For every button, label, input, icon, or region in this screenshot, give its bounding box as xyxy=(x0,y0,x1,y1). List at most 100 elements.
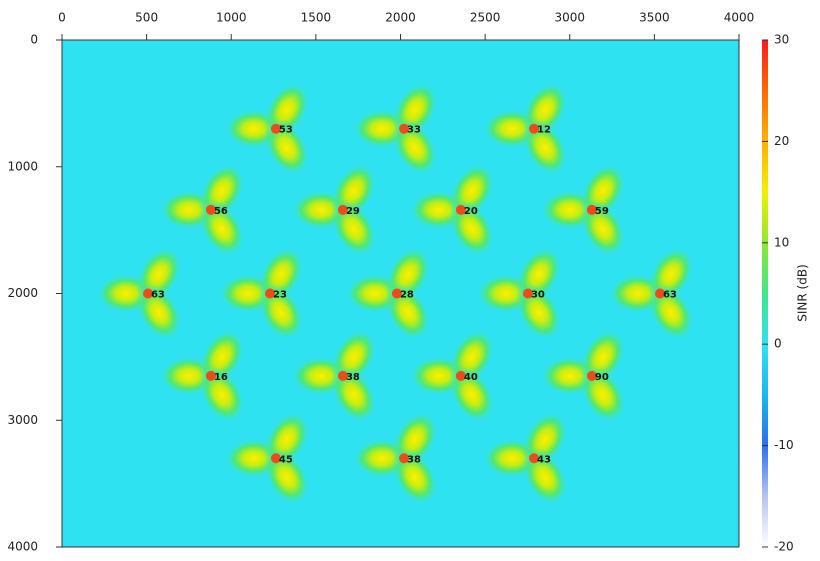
x-tick-label: 3500 xyxy=(639,11,670,25)
site-label: 40 xyxy=(464,372,478,383)
site-coverage xyxy=(539,162,626,257)
site-label: 63 xyxy=(663,290,677,301)
site-core xyxy=(586,370,597,381)
x-tick-label: 0 xyxy=(58,11,66,25)
sector-lobe xyxy=(136,284,182,341)
sector-lobe xyxy=(258,284,304,341)
site-coverage xyxy=(158,162,245,257)
site-coverage xyxy=(408,328,495,423)
colorbar-tick-label: 20 xyxy=(774,134,789,148)
colorbar-label: SINR (dB) xyxy=(796,264,810,322)
site-core xyxy=(399,453,410,464)
site-core xyxy=(455,370,466,381)
site-coverage xyxy=(95,246,182,341)
site-core xyxy=(265,288,276,299)
sector-lobe xyxy=(648,284,694,341)
x-tick-label: 500 xyxy=(135,11,158,25)
y-tick-label: 2000 xyxy=(7,286,38,300)
site-core xyxy=(529,123,540,134)
colorbar-tick-label: -20 xyxy=(774,540,794,554)
sector-lobe xyxy=(331,367,377,423)
colorbar-tick-label: -10 xyxy=(774,438,794,452)
site-label: 56 xyxy=(214,206,228,217)
site-coverage xyxy=(218,246,304,341)
x-tick-label: 1500 xyxy=(301,11,332,25)
site-label: 16 xyxy=(214,372,228,383)
x-tick-label: 3000 xyxy=(554,11,585,25)
site-core xyxy=(142,288,153,299)
site-core xyxy=(529,453,540,464)
site-coverage xyxy=(352,411,438,506)
colorbar-tick-label: 10 xyxy=(774,235,789,249)
site-label: 30 xyxy=(531,290,545,301)
site-label: 38 xyxy=(346,372,360,383)
site-label: 53 xyxy=(279,125,293,136)
site-core xyxy=(391,288,402,299)
sector-lobe xyxy=(522,119,568,176)
site-coverage xyxy=(158,328,245,423)
colorbar xyxy=(762,40,768,547)
sector-lobe xyxy=(392,449,438,506)
site-core xyxy=(270,123,281,134)
site-core xyxy=(205,370,216,381)
site-label: 43 xyxy=(537,454,551,465)
site-coverage xyxy=(344,246,431,341)
site-coverage xyxy=(290,328,377,423)
sector-lobe xyxy=(449,201,495,257)
sector-lobe xyxy=(580,367,626,423)
y-tick-label: 3000 xyxy=(7,413,38,427)
sector-lobe xyxy=(392,119,438,176)
site-core xyxy=(399,123,410,134)
site-core xyxy=(455,204,466,215)
sector-lobe xyxy=(580,201,626,257)
site-coverage xyxy=(223,81,310,176)
site-coverage xyxy=(223,411,310,506)
site-core xyxy=(654,288,665,299)
colorbar-tick-label: 0 xyxy=(774,337,782,351)
site-core xyxy=(205,204,216,215)
site-coverage xyxy=(408,162,495,257)
colorbar-tick-label: 30 xyxy=(774,33,789,47)
sector-lobe xyxy=(199,367,245,423)
site-core xyxy=(586,204,597,215)
y-tick-label: 4000 xyxy=(7,540,38,554)
site-label: 90 xyxy=(595,372,609,383)
y-tick-label: 1000 xyxy=(7,159,38,173)
site-coverage xyxy=(539,328,626,423)
site-core xyxy=(270,453,281,464)
y-tick-label: 0 xyxy=(30,33,38,47)
sector-lobe xyxy=(331,201,377,257)
sector-lobe xyxy=(264,449,310,506)
site-label: 38 xyxy=(407,454,421,465)
site-coverage xyxy=(607,246,694,341)
sector-lobe xyxy=(516,284,562,341)
site-core xyxy=(337,204,348,215)
sector-lobe xyxy=(385,284,431,341)
site-coverage xyxy=(482,411,568,506)
site-label: 59 xyxy=(595,206,609,217)
site-label: 33 xyxy=(407,125,421,136)
x-tick-label: 1000 xyxy=(216,11,247,25)
site-label: 45 xyxy=(279,454,293,465)
sector-lobe xyxy=(522,449,568,506)
site-label: 63 xyxy=(151,290,165,301)
x-tick-label: 4000 xyxy=(724,11,755,25)
site-label: 23 xyxy=(273,290,287,301)
site-coverage xyxy=(482,81,568,176)
site-coverage xyxy=(352,81,438,176)
site-coverage xyxy=(475,246,562,341)
x-tick-label: 2000 xyxy=(385,11,416,25)
site-label: 20 xyxy=(464,206,478,217)
x-tick-label: 2500 xyxy=(470,11,501,25)
site-coverage xyxy=(290,162,377,257)
site-label: 12 xyxy=(537,125,551,136)
site-core xyxy=(337,370,348,381)
sector-lobe xyxy=(199,201,245,257)
sector-lobe xyxy=(264,119,310,176)
sector-lobe xyxy=(449,367,495,423)
site-core xyxy=(522,288,533,299)
site-label: 28 xyxy=(400,290,414,301)
site-label: 29 xyxy=(346,206,360,217)
plot-area xyxy=(62,40,739,547)
